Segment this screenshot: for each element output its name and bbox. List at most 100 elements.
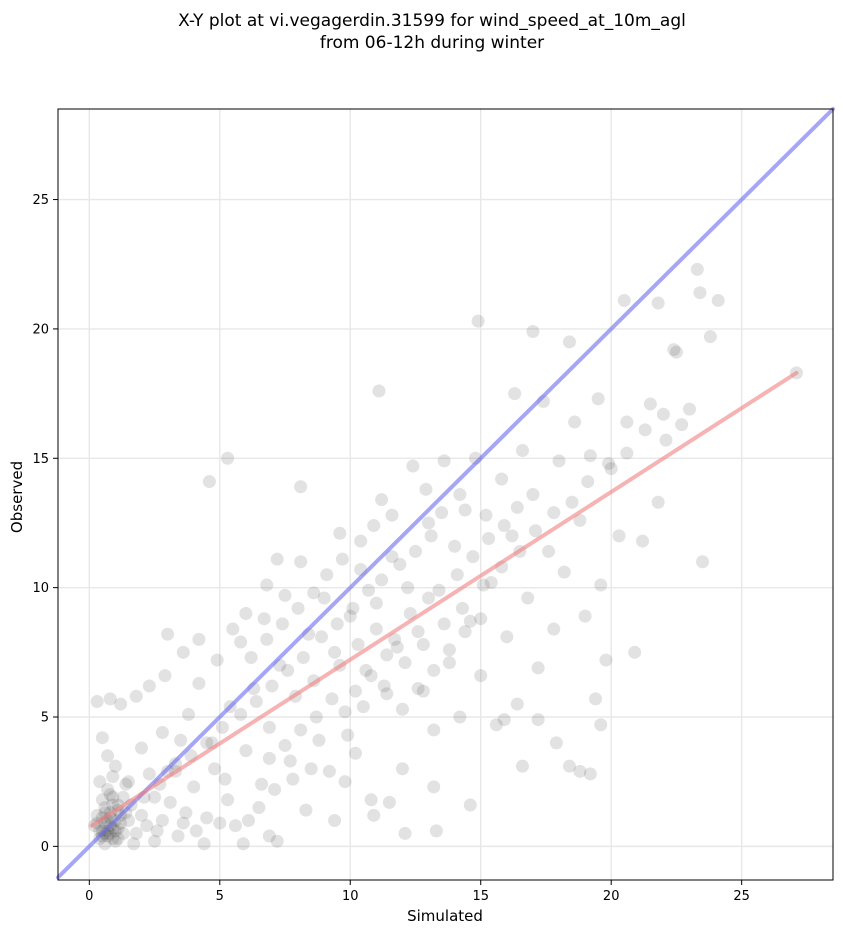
scatter-point bbox=[181, 707, 195, 721]
scatter-point bbox=[547, 622, 561, 636]
scatter-point bbox=[442, 643, 456, 657]
scatter-point bbox=[398, 656, 412, 670]
scatter-point bbox=[294, 555, 308, 569]
scatter-point bbox=[218, 772, 232, 786]
scatter-point bbox=[307, 586, 321, 600]
scatter-point bbox=[416, 638, 430, 652]
scatter-point bbox=[252, 801, 266, 815]
scatter-point bbox=[103, 692, 117, 706]
scatter-point bbox=[382, 795, 396, 809]
scatter-point bbox=[565, 495, 579, 509]
scatter-point bbox=[669, 345, 683, 359]
scatter-point bbox=[356, 700, 370, 714]
scatter-point bbox=[372, 384, 386, 398]
scatter-point bbox=[427, 723, 441, 737]
scatter-point bbox=[296, 650, 310, 664]
scatter-point bbox=[322, 764, 336, 778]
scatter-point bbox=[281, 663, 295, 677]
scatter-point bbox=[335, 552, 349, 566]
scatter-point bbox=[458, 503, 472, 517]
scatter-point bbox=[161, 627, 175, 641]
scatter-point bbox=[320, 568, 334, 582]
scatter-point bbox=[244, 650, 258, 664]
scatter-point bbox=[682, 402, 696, 416]
scatter-point bbox=[427, 780, 441, 794]
scatter-point bbox=[108, 834, 122, 848]
scatter-point bbox=[375, 573, 389, 587]
scatter-point bbox=[270, 834, 284, 848]
scatter-point bbox=[411, 625, 425, 639]
scatter-point bbox=[482, 531, 496, 545]
scatter-point bbox=[505, 529, 519, 543]
scatter-point bbox=[583, 767, 597, 781]
scatter-point bbox=[411, 682, 425, 696]
scatter-point bbox=[95, 731, 109, 745]
scatter-point bbox=[200, 736, 214, 750]
scatter-point bbox=[489, 718, 503, 732]
scatter-point bbox=[108, 759, 122, 773]
scatter-point bbox=[234, 635, 248, 649]
scatter-point bbox=[341, 728, 355, 742]
scatter-point bbox=[479, 508, 493, 522]
scatter-point bbox=[142, 767, 156, 781]
scatter-point bbox=[299, 803, 313, 817]
scatter-point bbox=[275, 617, 289, 631]
scatter-point bbox=[521, 591, 535, 605]
scatter-point bbox=[429, 824, 443, 838]
scatter-point bbox=[497, 519, 511, 533]
scatter-point bbox=[667, 343, 681, 357]
scatter-point bbox=[348, 684, 362, 698]
scatter-point bbox=[135, 808, 149, 822]
scatter-point bbox=[241, 813, 255, 827]
scatter-point bbox=[129, 826, 143, 840]
scatter-point bbox=[651, 495, 665, 509]
scatter-point bbox=[589, 692, 603, 706]
scatter-point bbox=[148, 790, 162, 804]
scatter-point bbox=[638, 423, 652, 437]
scatter-point bbox=[278, 588, 292, 602]
scatter-point bbox=[171, 829, 185, 843]
scatter-point bbox=[367, 519, 381, 533]
x-tick-label: 10 bbox=[342, 889, 359, 904]
scatter-point bbox=[393, 557, 407, 571]
scatter-point bbox=[364, 669, 378, 683]
scatter-point bbox=[711, 293, 725, 307]
scatter-point bbox=[453, 488, 467, 501]
scatter-point bbox=[121, 775, 135, 789]
scatter-point bbox=[594, 718, 608, 732]
scatter-point bbox=[221, 793, 235, 807]
scatter-point bbox=[221, 451, 235, 465]
scatter-point bbox=[599, 653, 613, 667]
y-tick-label: 5 bbox=[41, 711, 49, 726]
scatter-point bbox=[155, 726, 169, 740]
scatter-point bbox=[129, 689, 143, 703]
gridlines bbox=[58, 109, 833, 880]
scatter-point bbox=[448, 539, 462, 553]
chart-title-line-2: from 06-12h during winter bbox=[320, 33, 544, 53]
scatter-point bbox=[549, 736, 563, 750]
scatter-point bbox=[101, 749, 115, 763]
scatter-point bbox=[346, 601, 360, 615]
scatter-point bbox=[542, 544, 556, 558]
scatter-point bbox=[354, 534, 368, 548]
scatter-point bbox=[189, 824, 203, 838]
scatter-point bbox=[529, 524, 543, 538]
scatter-point bbox=[401, 581, 415, 595]
scatter-point bbox=[573, 513, 587, 527]
scatter-point bbox=[377, 679, 391, 693]
scatter-point bbox=[116, 826, 130, 840]
x-tick-label: 15 bbox=[472, 889, 489, 904]
scatter-point bbox=[437, 617, 451, 631]
scatter-point bbox=[628, 645, 642, 659]
scatter-point bbox=[583, 449, 597, 463]
scatter-point bbox=[197, 837, 211, 851]
scatter-point bbox=[192, 676, 206, 690]
scatter-point bbox=[192, 632, 206, 646]
scatter-point bbox=[200, 811, 214, 825]
scatter-point bbox=[174, 733, 188, 747]
scatter-point bbox=[484, 575, 498, 589]
scatter-point bbox=[135, 741, 149, 755]
scatter-point bbox=[510, 697, 524, 711]
scatter-point bbox=[385, 508, 399, 522]
scatter-point bbox=[262, 829, 276, 843]
